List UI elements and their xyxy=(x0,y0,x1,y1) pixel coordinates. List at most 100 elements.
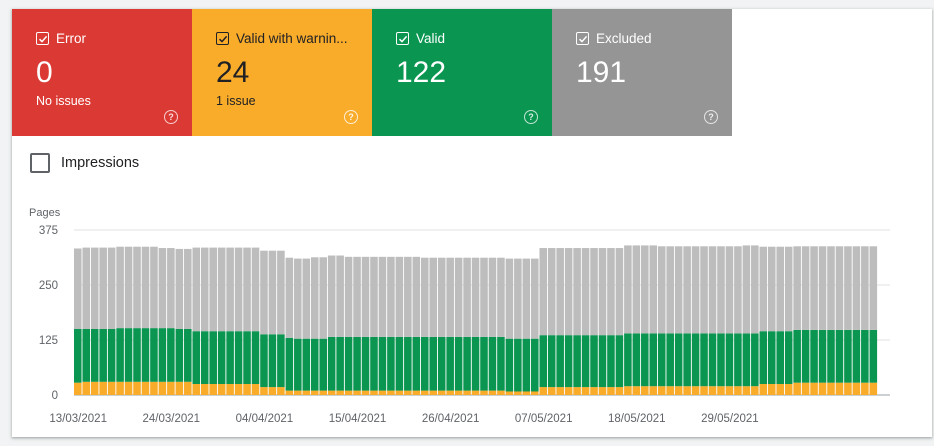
bar-segment xyxy=(827,382,835,395)
bar-segment xyxy=(539,335,548,388)
bar-segment xyxy=(505,391,514,395)
bar-segment xyxy=(82,329,91,382)
bar-segment xyxy=(82,381,91,395)
bar-segment xyxy=(844,329,852,383)
bar-segment xyxy=(488,336,497,391)
bar-segment xyxy=(336,336,344,391)
bar-segment xyxy=(869,329,878,383)
bar-segment xyxy=(607,248,615,336)
help-icon[interactable]: ? xyxy=(704,110,718,124)
bar-segment xyxy=(624,386,632,395)
bar-segment xyxy=(674,333,683,387)
error-tile[interactable]: Error 0 No issues ? xyxy=(12,9,192,136)
bar-segment xyxy=(564,248,573,336)
stacked-bar-chart: Pages 0 125 250 375 13/03/2021 24/03/2021 04/04… xyxy=(29,207,890,425)
bar-segment xyxy=(666,386,674,395)
bar-segment xyxy=(725,246,734,334)
bar-segment xyxy=(192,331,201,384)
bar-segment xyxy=(852,246,861,330)
bar-segment xyxy=(133,328,141,382)
bar-segment xyxy=(717,333,725,387)
bar-segment xyxy=(607,387,615,395)
bar-segment xyxy=(835,329,844,383)
bar-segment xyxy=(90,329,99,382)
bar-segment xyxy=(556,387,564,395)
bar-segment xyxy=(607,335,615,388)
bar-segment xyxy=(124,246,133,329)
bar-segment xyxy=(624,333,632,387)
bar-segment xyxy=(793,382,801,395)
bar-segment xyxy=(192,247,201,332)
checkbox-checked-icon[interactable] xyxy=(576,32,589,45)
bar-segment xyxy=(784,246,793,332)
bar-segment xyxy=(852,382,861,395)
bar-segment xyxy=(649,333,658,387)
bar-segment xyxy=(480,390,488,395)
bar-segment xyxy=(657,386,666,395)
bar-segment xyxy=(319,338,327,391)
bar-segment xyxy=(184,248,192,329)
help-icon[interactable]: ? xyxy=(524,110,538,124)
impressions-toggle[interactable]: Impressions xyxy=(30,153,139,173)
bar-segment xyxy=(107,381,116,395)
bar-segment xyxy=(446,257,454,337)
bar-segment xyxy=(310,390,319,395)
impressions-checkbox[interactable] xyxy=(30,153,50,173)
bar-segment xyxy=(226,247,234,332)
valid-subtext xyxy=(396,94,528,110)
valid-tile-header: Valid xyxy=(396,31,528,46)
bar-segment xyxy=(429,257,438,337)
warning-tile[interactable]: Valid with warnin... 24 1 issue ? xyxy=(192,9,372,136)
warning-count: 24 xyxy=(216,56,250,89)
bar-segment xyxy=(531,391,539,395)
bar-segment xyxy=(700,246,708,334)
bar-segment xyxy=(742,333,751,387)
excluded-tile[interactable]: Excluded 191 ? xyxy=(552,9,732,136)
bar-segment xyxy=(471,257,480,337)
bar-segment xyxy=(260,250,268,335)
bar-segment xyxy=(226,384,234,395)
bar-segment xyxy=(674,386,683,395)
checkbox-checked-icon[interactable] xyxy=(36,32,49,45)
bar-segment xyxy=(742,245,751,334)
bar-segment xyxy=(302,258,311,339)
bar-segment xyxy=(141,328,150,382)
checkbox-checked-icon[interactable] xyxy=(396,32,409,45)
y-tick-label: 0 xyxy=(52,390,58,402)
bar-segment xyxy=(590,248,598,336)
help-icon[interactable]: ? xyxy=(164,110,178,124)
bar-segment xyxy=(514,258,522,339)
bar-segment xyxy=(200,247,209,332)
bar-segment xyxy=(801,246,810,330)
bar-segment xyxy=(767,246,776,332)
bar-segment xyxy=(708,333,717,387)
bar-segment xyxy=(158,381,167,395)
bar-segment xyxy=(99,329,107,382)
bar-segment xyxy=(784,384,793,395)
bar-segment xyxy=(598,335,607,388)
x-tick-label: 13/03/2021 xyxy=(49,413,107,425)
bar-segment xyxy=(133,246,141,329)
bar-segment xyxy=(167,381,175,395)
bar-segment xyxy=(539,387,548,395)
bar-segment xyxy=(522,258,531,339)
checkbox-checked-icon[interactable] xyxy=(216,32,229,45)
bar-segment xyxy=(488,390,497,395)
bar-segment xyxy=(827,246,835,330)
valid-tile[interactable]: Valid 122 ? xyxy=(372,9,552,136)
bar-segment xyxy=(793,329,801,383)
x-tick-label: 24/03/2021 xyxy=(143,413,201,425)
bar-segment xyxy=(420,257,429,337)
help-icon[interactable]: ? xyxy=(344,110,358,124)
bar-segment xyxy=(801,382,810,395)
x-tick-label: 26/04/2021 xyxy=(422,413,480,425)
bar-segment xyxy=(700,333,708,387)
bar-segment xyxy=(268,250,277,335)
bar-segment xyxy=(717,246,725,334)
bar-segment xyxy=(488,257,497,337)
bar-segment xyxy=(632,333,641,387)
bar-segment xyxy=(260,334,268,388)
y-tick-label: 375 xyxy=(39,225,58,237)
index-coverage-card: Error 0 No issues ? Valid with warnin...… xyxy=(12,9,932,437)
bar-segment xyxy=(175,381,184,395)
